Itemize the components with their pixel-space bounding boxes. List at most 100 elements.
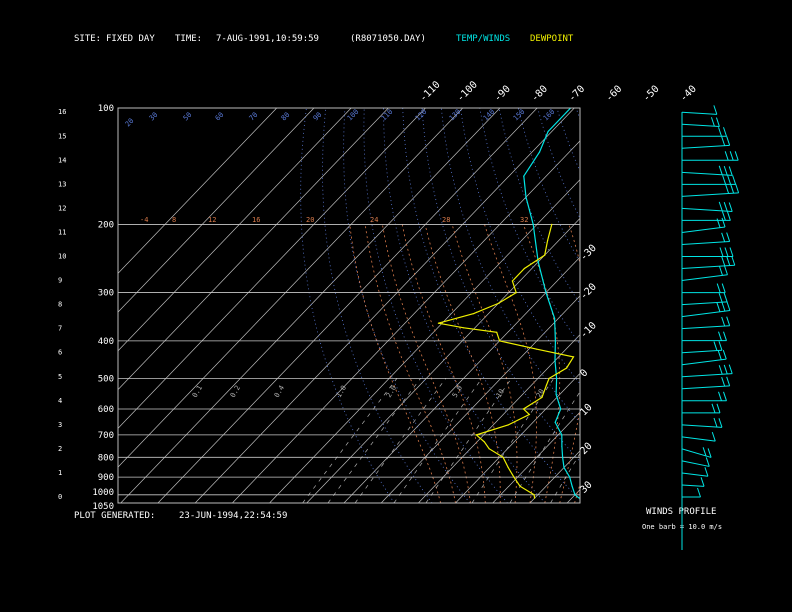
dewpoint-point	[502, 456, 504, 458]
wind-barb-flag	[702, 447, 707, 457]
wind-barb-flag	[721, 376, 726, 387]
isotherm-line	[380, 295, 580, 503]
dry-adiabat-label: 120	[414, 108, 429, 123]
dewpoint-point	[544, 254, 546, 256]
wind-barb-flag	[716, 403, 721, 413]
dewpoint-point	[507, 466, 509, 469]
isotherm-right-label: -30	[578, 243, 599, 264]
temperature-point	[562, 456, 564, 458]
wind-barb-flag	[721, 283, 726, 293]
dewpoint-point	[548, 377, 550, 379]
moist-adiabat	[424, 224, 501, 503]
moist-adiabat-label: 8	[172, 216, 176, 224]
temperature-point	[556, 377, 558, 379]
moist-adiabat	[401, 224, 486, 503]
height-tick-label: 15	[58, 132, 66, 140]
wind-barb-flag	[704, 467, 709, 477]
pressure-tick-label: 200	[98, 220, 114, 230]
isotherm-line	[194, 108, 575, 503]
mixing-ratio-line	[509, 391, 580, 503]
wind-barb-flag	[724, 265, 728, 275]
wind-barb-flag	[721, 301, 726, 312]
wind-barb-flag	[710, 117, 715, 127]
isotherm-line	[118, 108, 426, 429]
height-tick-label: 12	[58, 204, 66, 212]
pressure-tick-label: 500	[98, 374, 114, 384]
mixing-ratio-label: 0.2	[229, 384, 242, 399]
time-value: 7-AUG-1991,10:59:59	[216, 34, 319, 44]
dewpoint-point	[496, 331, 498, 333]
isotherm-top-label: -90	[492, 84, 513, 105]
wind-barb-staff	[681, 349, 723, 354]
wind-barb-flag	[726, 316, 731, 326]
wind-barb-flag	[726, 256, 731, 266]
temperature-point	[547, 130, 549, 133]
wind-barb-flag	[716, 218, 721, 228]
wind-barb-flag	[697, 487, 701, 498]
dewpoint-point	[513, 476, 515, 478]
pressure-tick-label: 300	[98, 289, 114, 299]
isotherm-right-label: 30	[578, 479, 594, 495]
wind-barb-flag	[734, 151, 739, 161]
dewpoint-point	[519, 485, 521, 487]
wind-barb-staff	[681, 310, 730, 318]
dry-adiabat-label: 20	[124, 117, 136, 129]
mixing-ratio-label: 5.0	[451, 384, 464, 399]
isotherm-line	[566, 489, 580, 503]
time-label: TIME:	[175, 34, 203, 44]
dewpoint-point	[545, 384, 548, 386]
wind-barb-flag	[718, 391, 722, 401]
dewpoint-point	[522, 408, 525, 410]
mixing-ratio-line	[425, 378, 512, 503]
dewpoint-point	[497, 302, 499, 304]
wind-barb-flag	[731, 256, 736, 266]
isotherm-right-label: -10	[578, 320, 599, 341]
wind-barb-flag	[718, 331, 722, 341]
mixing-ratio-line	[354, 378, 447, 503]
dry-adiabat-label: 130	[448, 108, 463, 123]
wind-barb-flag	[723, 391, 727, 401]
moist-adiabat	[382, 224, 471, 503]
mixing-ratio-label: 2.0	[385, 384, 398, 399]
temperature-point	[523, 175, 525, 177]
dry-adiabat	[498, 108, 580, 305]
height-tick-label: 1	[58, 469, 62, 477]
pressure-tick-label: 400	[98, 337, 114, 347]
wind-barb-flag	[723, 292, 728, 302]
mixing-ratio-line	[471, 378, 555, 503]
moist-adiabat-label: -4	[140, 216, 148, 224]
temperature-point	[563, 466, 565, 469]
isotherm-line	[118, 108, 463, 468]
isotherm-top-label: -50	[641, 84, 662, 105]
moist-adiabat-label: 16	[252, 216, 260, 224]
isotherm-line	[232, 140, 580, 503]
wind-barb-flag	[732, 175, 737, 185]
isotherm-line	[306, 217, 580, 503]
wind-barb-staff	[681, 207, 733, 212]
plot-generated-label: PLOT GENERATED:	[74, 511, 156, 521]
dry-adiabat	[634, 108, 792, 503]
dry-adiabat-label: 70	[248, 111, 260, 123]
dry-adiabat	[322, 108, 433, 503]
pressure-tick-label: 800	[98, 453, 114, 463]
dry-adiabat	[363, 108, 508, 503]
wind-barb-staff	[681, 226, 726, 233]
temperature-point	[538, 151, 541, 153]
dewpoint-point	[437, 322, 439, 324]
temperature-point	[554, 340, 557, 342]
dewpoint-point	[523, 267, 526, 270]
wind-barb-flag	[724, 247, 729, 257]
isotherm-line	[118, 108, 315, 313]
isotherm-line	[455, 372, 580, 503]
wind-barb-flag	[716, 283, 721, 293]
mixing-ratio-line	[393, 378, 483, 503]
dewpoint-point	[499, 340, 501, 342]
temperature-point	[545, 292, 547, 294]
dewpoint-point	[551, 223, 553, 225]
pressure-tick-label: 1050	[92, 502, 114, 512]
wind-barb-flag	[713, 105, 718, 115]
wind-barb-flag	[700, 477, 705, 487]
wind-barb-flag	[705, 457, 710, 467]
wind-barb-flag	[718, 165, 723, 175]
